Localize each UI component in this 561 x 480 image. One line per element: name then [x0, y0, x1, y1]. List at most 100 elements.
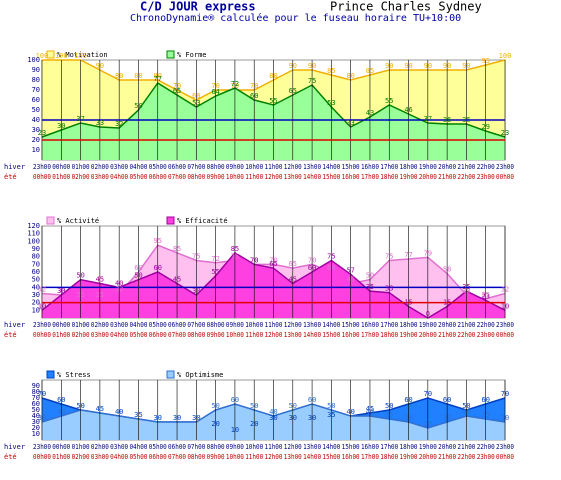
value-label: 30 [38, 414, 46, 422]
value-label: 10 [231, 426, 239, 434]
y-tick-label: 70 [32, 260, 40, 268]
x-tick-label: 21h00 [457, 163, 475, 171]
value-label: 50 [462, 402, 470, 410]
x-tick-label-2: 17h00 [361, 173, 379, 181]
x-tick-label-2: 15h00 [322, 453, 340, 461]
legend-swatch [166, 50, 175, 59]
x-tick-label: 04h00 [129, 443, 147, 451]
x-tick-label-2: 07h00 [168, 173, 186, 181]
value-label: 20 [250, 420, 258, 428]
value-label: 33 [96, 119, 104, 127]
value-label: 85 [366, 67, 374, 75]
value-label: 70 [308, 256, 316, 264]
x-tick-label: 17h00 [380, 321, 398, 329]
legend-swatch [46, 50, 55, 59]
x-tick-label-2: 11h00 [245, 331, 263, 339]
value-label: 53 [327, 99, 335, 107]
value-label: 40 [346, 408, 354, 416]
value-label: 75 [231, 253, 239, 261]
x-tick-label: 01h00 [72, 163, 90, 171]
title: C/D JOUR express [140, 0, 256, 14]
y-tick-label: 60 [32, 268, 40, 276]
x-tick-label-2: 18h00 [380, 453, 398, 461]
value-label: 45 [366, 405, 374, 413]
value-label: 25 [481, 291, 489, 299]
y-tick-label: 70 [32, 86, 40, 94]
value-label: 40 [346, 408, 354, 416]
y-tick-label: 120 [27, 222, 40, 230]
value-label: 85 [231, 245, 239, 253]
value-label: 50 [289, 402, 297, 410]
x-tick-label: 02h00 [91, 163, 109, 171]
value-label: 100 [499, 52, 512, 60]
value-label: 30 [308, 414, 316, 422]
y-tick-label: 90 [32, 382, 40, 390]
x-tick-label: 15h00 [342, 321, 360, 329]
value-label: 65 [289, 87, 297, 95]
value-label: 75 [385, 253, 393, 261]
x-tick-label: 15h00 [342, 163, 360, 171]
value-label: 80 [346, 72, 354, 80]
value-label: 40 [115, 279, 123, 287]
x-tick-label-2: 22h00 [457, 453, 475, 461]
value-label: 90 [424, 62, 432, 70]
legend-swatch [166, 370, 175, 379]
y-tick-label: 80 [32, 76, 40, 84]
value-label: 30 [443, 414, 451, 422]
x-tick-label: 10h00 [245, 163, 263, 171]
x-tick-label-2: 02h00 [72, 331, 90, 339]
x-tick-label-2: 18h00 [380, 173, 398, 181]
x-tick-label: 03h00 [110, 321, 128, 329]
row-label: hiver [4, 443, 25, 451]
value-label: 77 [404, 251, 412, 259]
value-label: 43 [366, 109, 374, 117]
value-label: 60 [327, 264, 335, 272]
x-tick-label-2: 06h00 [149, 331, 167, 339]
y-tick-label: 70 [32, 394, 40, 402]
x-tick-label-2: 11h00 [245, 173, 263, 181]
value-label: 30 [192, 287, 200, 295]
x-tick-label-2: 09h00 [207, 453, 225, 461]
value-label: 40 [366, 408, 374, 416]
x-tick-label: 22h00 [477, 163, 495, 171]
value-label: 50 [211, 402, 219, 410]
x-tick-label: 04h00 [129, 163, 147, 171]
x-tick-label: 05h00 [149, 443, 167, 451]
y-tick-label: 10 [32, 430, 40, 438]
x-tick-label: 14h00 [322, 163, 340, 171]
value-label: 55 [269, 97, 277, 105]
x-tick-label: 09h00 [226, 321, 244, 329]
value-label: 30 [57, 287, 65, 295]
x-tick-label-2: 03h00 [91, 453, 109, 461]
row-label: été [4, 173, 17, 181]
y-tick-label: 80 [32, 253, 40, 261]
value-label: 35 [327, 411, 335, 419]
value-label: 50 [250, 402, 258, 410]
value-label: 50 [134, 272, 142, 280]
value-label: 60 [481, 396, 489, 404]
x-tick-label: 03h00 [110, 163, 128, 171]
value-label: 30 [404, 414, 412, 422]
value-label: 100 [55, 52, 68, 60]
x-tick-label: 01h00 [72, 443, 90, 451]
x-tick-label: 20h00 [438, 163, 456, 171]
x-tick-label: 06h00 [168, 443, 186, 451]
value-label: 72 [231, 80, 239, 88]
x-tick-label-2: 13h00 [284, 453, 302, 461]
x-tick-label-2: 00h00 [33, 173, 51, 181]
value-label: 80 [154, 72, 162, 80]
x-tick-label: 14h00 [322, 443, 340, 451]
x-tick-label: 12h00 [284, 163, 302, 171]
x-tick-label-2: 05h00 [129, 453, 147, 461]
x-tick-label: 23h00 [496, 163, 514, 171]
x-tick-label-2: 22h00 [457, 173, 475, 181]
value-label: 50 [385, 402, 393, 410]
value-label: 45 [96, 276, 104, 284]
x-tick-label-2: 19h00 [400, 331, 418, 339]
value-label: 30 [57, 287, 65, 295]
value-label: 32 [115, 285, 123, 293]
x-tick-label-2: 10h00 [226, 453, 244, 461]
x-tick-label-2: 14h00 [303, 331, 321, 339]
x-tick-label-2: 12h00 [265, 453, 283, 461]
